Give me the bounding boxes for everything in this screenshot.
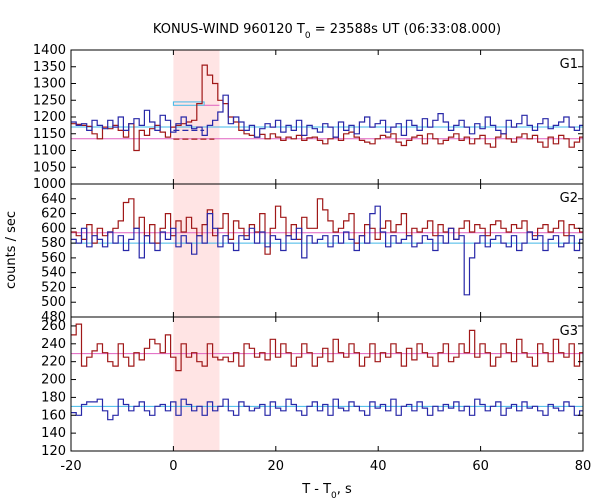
- panel-frame: [70, 183, 584, 318]
- y-tick-label: 180: [41, 390, 66, 405]
- y-tick-label: 1250: [33, 93, 66, 108]
- y-tick-label: 520: [41, 280, 66, 295]
- panel-g3: 120 140 160 180 200 220 240 260 G3: [41, 316, 584, 459]
- series-red-g2: [71, 198, 583, 255]
- x-axis-label: T - T0, s: [301, 482, 352, 500]
- x-tick-label: 60: [472, 459, 489, 474]
- y-tick-label: 480: [41, 310, 66, 325]
- x-tick-label: 20: [268, 459, 285, 474]
- y-tick-label: 600: [41, 221, 66, 236]
- y-tick-label: 620: [41, 207, 66, 222]
- interval-box-blue: [172, 101, 205, 106]
- y-tick-label: 580: [41, 236, 66, 251]
- title-sub: 0: [305, 31, 311, 41]
- x-tick-label: 40: [370, 459, 387, 474]
- y-tick-label: 1300: [33, 77, 66, 92]
- chart-title: KONUS-WIND 960120 T0 = 23588s UT (06:33:…: [153, 22, 501, 41]
- y-axis-label: counts / sec: [4, 211, 19, 289]
- x-tick-label: 0: [169, 459, 177, 474]
- panel-label: G2: [560, 191, 578, 206]
- y-tick-label: 120: [41, 444, 66, 459]
- y-tick-label: 260: [41, 319, 66, 334]
- series-blue-g1: [71, 94, 583, 138]
- y-tick-label: 1100: [33, 144, 66, 159]
- y-tick-label: 1200: [33, 110, 66, 125]
- y-tick-label: 140: [41, 426, 66, 441]
- x-label-main: T - T: [301, 482, 331, 497]
- y-tick-label: 640: [41, 192, 66, 207]
- y-tick-label: 560: [41, 251, 66, 266]
- series-blue-g2: [71, 205, 583, 296]
- y-tick-label: 1050: [33, 160, 66, 175]
- x-tick-label: 80: [575, 459, 592, 474]
- y-tick-label: 200: [41, 373, 66, 388]
- panel-label: G3: [560, 324, 578, 339]
- x-label-sub: 0: [331, 491, 337, 500]
- chart-layers: 100010501100115012001250130013501400G148…: [33, 43, 591, 474]
- y-tick-label: 1350: [33, 60, 66, 75]
- series-blue-g3: [71, 398, 583, 421]
- panel-frame: [70, 316, 584, 452]
- y-tick-label: 160: [41, 408, 66, 423]
- y-tick-label: 500: [41, 295, 66, 310]
- panel-label: G1: [560, 57, 578, 72]
- series-red-g3: [71, 323, 583, 372]
- y-tick-label: 1400: [33, 43, 66, 58]
- y-tick-label: 1000: [33, 177, 66, 192]
- title-main: KONUS-WIND 960120 T: [153, 22, 305, 37]
- x-tick-label: -20: [60, 459, 81, 474]
- y-tick-label: 240: [41, 337, 66, 352]
- y-tick-label: 540: [41, 266, 66, 281]
- x-label-rest: , s: [337, 482, 352, 497]
- y-tick-label: 1150: [33, 127, 66, 142]
- y-tick-label: 220: [41, 355, 66, 370]
- panel-frame: [70, 49, 584, 185]
- series-red-g1: [71, 64, 583, 152]
- title-rest: = 23588s UT (06:33:08.000): [311, 22, 501, 37]
